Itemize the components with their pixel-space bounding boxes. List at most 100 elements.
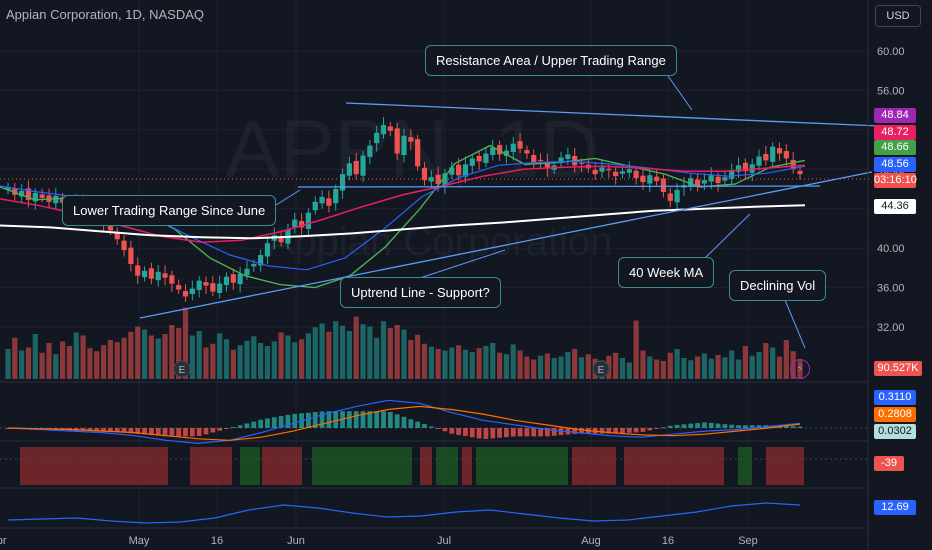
callout-resistance[interactable]: Resistance Area / Upper Trading Range: [425, 45, 677, 76]
resistance-trendline[interactable]: [345, 102, 881, 127]
lightning-icon[interactable]: ⚡: [790, 359, 810, 379]
callout-ma40[interactable]: 40 Week MA: [618, 257, 715, 288]
candle-body: [483, 153, 489, 163]
candle-body: [490, 147, 496, 155]
macd-histogram-bar: [483, 428, 489, 439]
candle-body: [339, 174, 346, 191]
volume-bar: [100, 345, 107, 379]
candle-body: [763, 154, 769, 161]
candle-body: [592, 169, 598, 175]
macd-histogram-bar: [285, 414, 291, 428]
volume-bar: [298, 339, 305, 379]
macd-histogram-bar: [346, 411, 352, 428]
time-tick-label: Apr: [0, 535, 7, 547]
candle-body: [5, 187, 11, 190]
volume-bar: [626, 362, 632, 379]
macd-histogram-bar: [381, 411, 386, 428]
candle-body: [19, 190, 25, 197]
macd-badge-blue: 0.3110: [874, 390, 916, 405]
volume-bar: [694, 356, 701, 379]
time-tick-label: Sep: [738, 535, 758, 547]
rsi-pane: [7, 502, 801, 524]
lower-range-line[interactable]: [297, 185, 821, 188]
candle-body: [660, 178, 667, 192]
volume-bar: [217, 333, 223, 379]
grid-lines: [0, 0, 868, 528]
volume-bar: [681, 358, 687, 379]
volume-bar: [387, 328, 393, 379]
volume-bar: [517, 350, 523, 379]
volume-bar: [333, 321, 339, 379]
earnings-marker-aug[interactable]: E: [592, 360, 610, 378]
macd-histogram-bar: [251, 421, 257, 428]
volume-bar: [19, 350, 25, 379]
oscillator-green-block: [476, 447, 568, 485]
candle-body: [531, 154, 537, 163]
macd-histogram-bar: [319, 411, 325, 428]
candle-body: [141, 270, 148, 278]
macd-histogram-bar: [469, 428, 475, 438]
volume-bar: [39, 352, 45, 379]
uptrend-support-line[interactable]: [139, 171, 873, 319]
volume-bar: [114, 342, 120, 379]
candle-body: [619, 171, 626, 174]
candle-body: [312, 201, 318, 211]
uptrend-pointer: [419, 249, 506, 279]
volume-bar: [490, 343, 496, 379]
candle-body: [715, 176, 721, 184]
candle-body: [128, 247, 134, 264]
time-tick-label: Aug: [581, 535, 601, 547]
volume-bar: [633, 320, 639, 379]
macd-histogram-bar: [265, 418, 270, 428]
macd-histogram-bar: [435, 428, 441, 429]
symbol-title[interactable]: Appian Corporation, 1D, NASDAQ: [6, 7, 204, 22]
volume-bar: [12, 337, 18, 379]
callout-lower-range[interactable]: Lower Trading Range Since June: [62, 195, 277, 226]
macd-histogram-bar: [230, 427, 236, 429]
volume-bar: [544, 353, 550, 379]
candle-body: [353, 160, 359, 175]
price-tick-label: 36.00: [877, 283, 905, 295]
volume-bar: [230, 349, 236, 379]
candle-body: [462, 164, 469, 177]
candle-body: [251, 263, 257, 267]
currency-button[interactable]: USD: [875, 5, 921, 27]
candle-body: [770, 146, 776, 162]
volume-bar: [660, 361, 667, 379]
macd-histogram-bar: [531, 428, 537, 437]
candle-body: [421, 167, 428, 181]
volume-bar: [415, 334, 421, 379]
volume-bar: [483, 346, 489, 379]
macd-histogram-bar: [415, 421, 421, 428]
candle-body: [647, 175, 653, 184]
macd-pane: [0, 399, 868, 445]
macd-histogram-bar: [155, 428, 161, 436]
volume-bar: [401, 329, 407, 379]
candle-body: [114, 231, 120, 240]
candle-body: [544, 161, 550, 169]
macd-histogram-bar: [121, 428, 127, 433]
earnings-marker-may[interactable]: E: [173, 360, 191, 378]
volume-badge: 90.527K: [874, 361, 922, 376]
volume-bar: [244, 340, 250, 379]
macd-histogram-bar: [148, 428, 154, 436]
candle-body: [694, 179, 701, 187]
macd-histogram-bar: [189, 428, 195, 437]
macd-histogram-bar: [572, 428, 578, 434]
oscillator-green-block: [240, 447, 260, 485]
candle-body: [708, 175, 714, 182]
volume-bar: [182, 307, 189, 379]
macd-histogram-bar: [128, 428, 134, 434]
oscillator-red-block: [262, 447, 302, 485]
volume-bar: [251, 336, 257, 379]
resistance-pointer: [667, 75, 693, 111]
callout-uptrend[interactable]: Uptrend Line - Support?: [340, 277, 501, 308]
candle-body: [524, 150, 530, 154]
candle-body: [640, 175, 646, 183]
volume-bar: [278, 332, 284, 379]
candle-body: [374, 132, 380, 144]
macd-histogram-bar: [620, 428, 625, 434]
time-axis[interactable]: Apr May 16 Jun Jul Aug 16 Sep: [0, 535, 758, 547]
candle-body: [790, 159, 796, 170]
callout-declining-vol[interactable]: Declining Vol: [729, 270, 827, 301]
